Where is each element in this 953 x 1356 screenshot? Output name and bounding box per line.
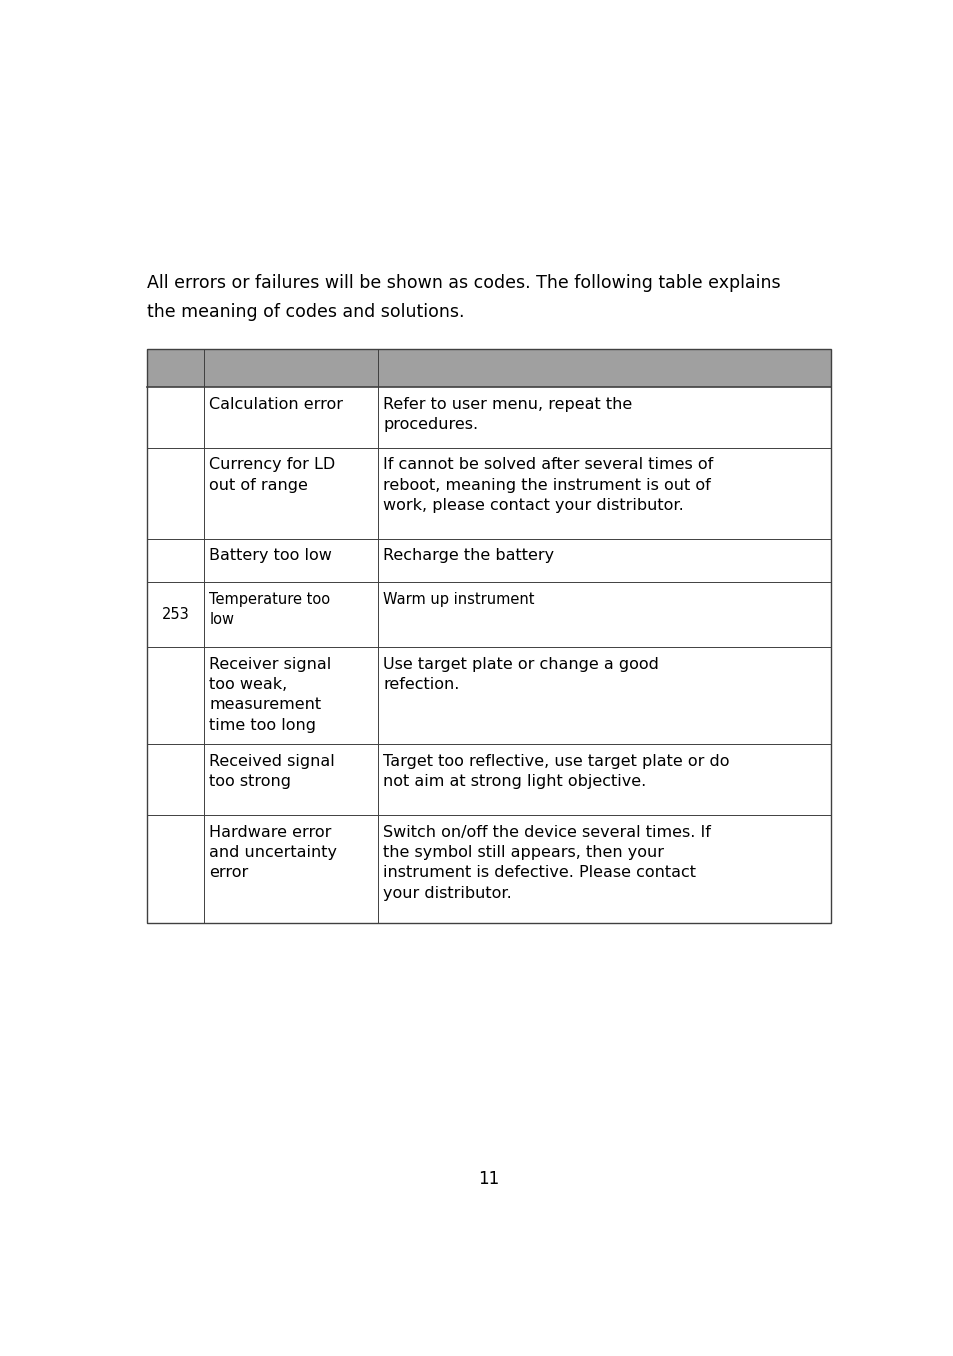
Bar [147, 348, 830, 923]
Text: Received signal
too strong: Received signal too strong [209, 754, 335, 789]
Text: the meaning of codes and solutions.: the meaning of codes and solutions. [147, 302, 464, 320]
Text: Use target plate or change a good
refection.: Use target plate or change a good refect… [383, 656, 659, 692]
Text: Receiver signal
too weak,
measurement
time too long: Receiver signal too weak, measurement ti… [209, 656, 331, 732]
Text: Calculation error: Calculation error [209, 396, 343, 412]
Text: Switch on/off the device several times. If
the symbol still appears, then your
i: Switch on/off the device several times. … [383, 824, 711, 900]
Text: 253: 253 [162, 607, 190, 622]
Text: If cannot be solved after several times of
reboot, meaning the instrument is out: If cannot be solved after several times … [383, 457, 713, 513]
Text: All errors or failures will be shown as codes. The following table explains: All errors or failures will be shown as … [147, 274, 781, 293]
Text: Battery too low: Battery too low [209, 548, 332, 563]
Bar [147, 348, 830, 388]
Text: 11: 11 [477, 1170, 499, 1188]
Text: Warm up instrument: Warm up instrument [383, 591, 535, 607]
Text: Currency for LD
out of range: Currency for LD out of range [209, 457, 335, 492]
Text: Recharge the battery: Recharge the battery [383, 548, 554, 563]
Text: Hardware error
and uncertainty
error: Hardware error and uncertainty error [209, 824, 336, 880]
Text: Target too reflective, use target plate or do
not aim at strong light objective.: Target too reflective, use target plate … [383, 754, 729, 789]
Text: Refer to user menu, repeat the
procedures.: Refer to user menu, repeat the procedure… [383, 396, 632, 433]
Text: Temperature too
low: Temperature too low [209, 591, 330, 628]
